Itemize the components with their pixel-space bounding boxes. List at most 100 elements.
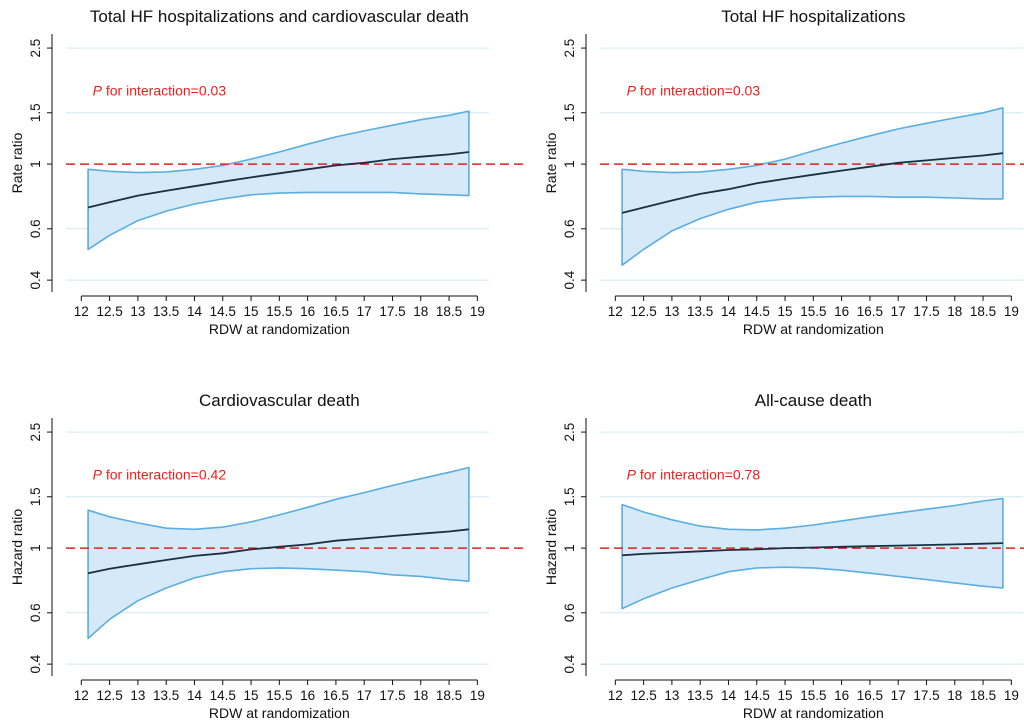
interaction-p-value: P for interaction=0.03: [93, 82, 227, 98]
chart-panel: 0.4 0.6 1 1.5 2.5 12 12.5 13 13.5 14 14.5 15 15.5 16 1…: [9, 7, 523, 337]
x-axis-label: RDW at randomization: [743, 705, 884, 721]
y-tick-label: 1: [562, 544, 577, 552]
chart-title: Cardiovascular death: [199, 391, 360, 410]
chart-title: Total HF hospitalizations and cardiovasc…: [90, 7, 469, 26]
x-tick-label: 18.5: [436, 688, 462, 703]
x-tick-label: 15: [778, 304, 793, 319]
x-axis-label: RDW at randomization: [743, 321, 884, 337]
x-tick-label: 15.5: [800, 304, 826, 319]
x-tick-label: 19: [1004, 688, 1019, 703]
x-tick-label: 18.5: [970, 688, 996, 703]
y-tick-label: 1.5: [562, 103, 577, 122]
x-tick-label: 19: [470, 688, 485, 703]
x-tick-label: 18.5: [436, 304, 462, 319]
x-tick-label: 13.5: [153, 688, 179, 703]
x-tick-label: 16.5: [323, 304, 349, 319]
interaction-p-value: P for interaction=0.03: [627, 82, 761, 98]
x-tick-label: 13.5: [687, 688, 713, 703]
y-tick-label: 0.6: [562, 219, 577, 238]
x-axis-label: RDW at randomization: [209, 705, 350, 721]
y-tick-label: 1: [562, 160, 577, 168]
x-tick-label: 14.5: [210, 304, 236, 319]
x-tick-label: 16: [834, 688, 849, 703]
y-tick-label: 1: [28, 544, 43, 552]
x-tick-label: 17: [891, 304, 906, 319]
y-tick-label: 1.5: [28, 103, 43, 122]
chart-panel: 0.4 0.6 1 1.5 2.5 12 12.5 13 13.5 14 14.5 15 15.5 16 1…: [543, 391, 1024, 721]
confidence-band: [87, 110, 470, 251]
x-tick-label: 14.5: [210, 688, 236, 703]
x-tick-label: 18: [413, 304, 428, 319]
y-tick-label: 0.6: [28, 603, 43, 622]
x-tick-label: 12: [74, 304, 89, 319]
chart-panel: 0.4 0.6 1 1.5 2.5 12 12.5 13 13.5 14 14.5 15 15.5 16 1…: [9, 391, 523, 721]
x-tick-label: 17: [891, 688, 906, 703]
y-tick-label: 2.5: [28, 39, 43, 58]
x-tick-label: 15: [244, 688, 259, 703]
confidence-band: [621, 107, 1004, 266]
x-tick-label: 18: [413, 688, 428, 703]
y-axis-label: Rate ratio: [9, 132, 25, 193]
x-tick-label: 16: [300, 688, 315, 703]
chart-title: All-cause death: [755, 391, 872, 410]
y-tick-label: 0.6: [562, 603, 577, 622]
x-tick-label: 17.5: [379, 688, 405, 703]
y-tick-label: 0.4: [562, 654, 577, 673]
x-tick-label: 19: [470, 304, 485, 319]
x-tick-label: 14.5: [744, 688, 770, 703]
x-tick-label: 15: [778, 688, 793, 703]
estimate-line: [622, 542, 1003, 557]
x-tick-label: 13.5: [687, 304, 713, 319]
x-tick-label: 13.5: [153, 304, 179, 319]
y-tick-label: 1: [28, 160, 43, 168]
x-tick-label: 14: [721, 688, 737, 703]
x-tick-label: 16: [300, 304, 315, 319]
y-tick-label: 0.4: [28, 270, 43, 289]
x-tick-label: 12: [608, 688, 623, 703]
x-tick-label: 16: [834, 304, 849, 319]
interaction-p-value: P for interaction=0.42: [93, 466, 227, 482]
y-axis-label: Rate ratio: [543, 132, 559, 193]
x-tick-label: 13: [664, 304, 679, 319]
x-tick-label: 17: [357, 304, 372, 319]
chart-title: Total HF hospitalizations: [721, 7, 905, 26]
x-tick-label: 12: [608, 304, 623, 319]
y-tick-label: 2.5: [562, 39, 577, 58]
x-tick-label: 18: [947, 304, 962, 319]
x-tick-label: 14: [187, 688, 203, 703]
y-tick-label: 1.5: [562, 487, 577, 506]
estimate-line: [87, 151, 470, 209]
chart-panel: 0.4 0.6 1 1.5 2.5 12 12.5 13 13.5 14 14.5 15 15.5 16 1…: [543, 7, 1024, 337]
y-tick-label: 1.5: [28, 487, 43, 506]
y-tick-label: 0.4: [28, 654, 43, 673]
x-tick-label: 15: [244, 304, 259, 319]
x-tick-label: 18.5: [970, 304, 996, 319]
x-tick-label: 17.5: [913, 688, 939, 703]
y-tick-label: 0.6: [28, 219, 43, 238]
x-tick-label: 12.5: [630, 304, 656, 319]
x-tick-label: 12.5: [96, 688, 122, 703]
estimate-line: [87, 528, 469, 575]
x-tick-label: 12: [74, 688, 89, 703]
x-tick-label: 17.5: [913, 304, 939, 319]
y-tick-label: 0.4: [562, 270, 577, 289]
interaction-p-value: P for interaction=0.78: [627, 466, 761, 482]
y-tick-label: 2.5: [28, 423, 43, 442]
x-tick-label: 15.5: [266, 304, 292, 319]
x-tick-label: 16.5: [323, 688, 349, 703]
y-axis-label: Hazard ratio: [543, 509, 559, 585]
x-tick-label: 14: [721, 304, 737, 319]
x-tick-label: 18: [947, 688, 962, 703]
x-tick-label: 17.5: [379, 304, 405, 319]
x-tick-label: 15.5: [800, 688, 826, 703]
y-axis-label: Hazard ratio: [9, 509, 25, 585]
x-tick-label: 13: [130, 304, 145, 319]
x-tick-label: 16.5: [857, 304, 883, 319]
x-tick-label: 12.5: [630, 688, 656, 703]
estimate-line: [621, 152, 1004, 214]
x-tick-label: 12.5: [96, 304, 122, 319]
x-tick-label: 13: [664, 688, 679, 703]
confidence-band: [621, 497, 1004, 610]
x-tick-label: 17: [357, 688, 372, 703]
